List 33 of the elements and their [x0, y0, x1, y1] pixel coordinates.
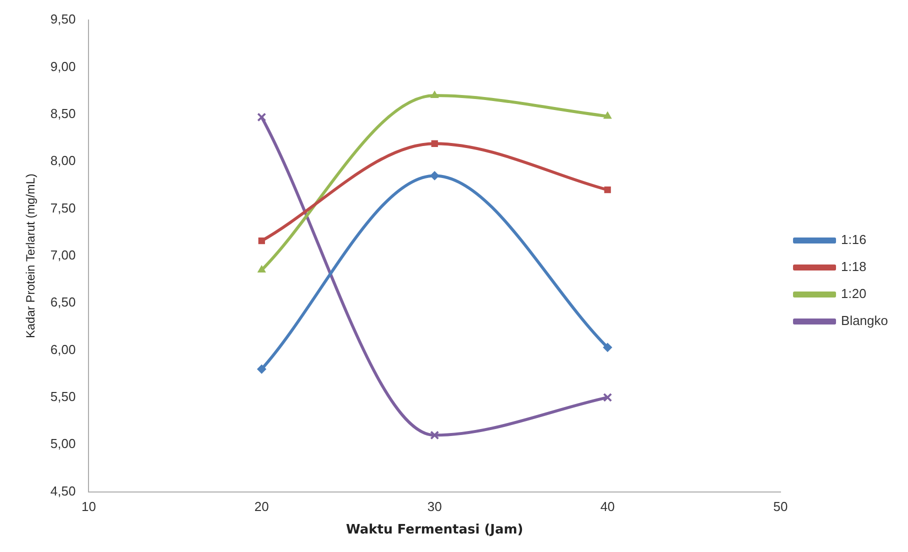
x-tick-label: 10	[81, 499, 96, 514]
y-tick-label: 6,50	[50, 294, 76, 310]
point	[604, 186, 611, 194]
y-tick-label: 4,50	[50, 483, 76, 498]
point	[603, 342, 612, 352]
y-tick-label: 9,00	[50, 58, 76, 74]
legend-label: Blangko	[841, 313, 888, 328]
x-tick-label: 40	[600, 499, 615, 514]
y-axis-title: Kadar Protein Terlarut (mg/mL)	[24, 174, 38, 338]
y-tick-label: 9,50	[50, 12, 76, 27]
y-tick-label: 8,50	[50, 106, 76, 121]
point	[258, 237, 265, 244]
x-tick-label: 30	[427, 499, 442, 514]
legend-label: 1:18	[841, 259, 866, 274]
point	[431, 140, 438, 147]
point	[604, 112, 612, 119]
point	[257, 364, 266, 374]
point	[430, 430, 440, 440]
y-tick-label: 5,50	[50, 389, 76, 404]
y-tick-label: 5,00	[50, 436, 76, 452]
point	[257, 112, 266, 122]
y-tick-label: 6,00	[50, 342, 76, 357]
point	[258, 266, 266, 273]
x-tick-label: 20	[254, 499, 269, 514]
y-tick-label: 8,00	[50, 153, 76, 168]
legend-label: 1:20	[841, 286, 866, 302]
point	[603, 392, 612, 402]
x-tick-label: 50	[773, 499, 788, 514]
x-axis-title: Waktu Fermentasi (Jam)	[346, 522, 524, 538]
legend-label: 1:16	[841, 232, 866, 248]
y-tick-label: 7,00	[50, 247, 76, 262]
point	[430, 90, 439, 98]
y-tick-label: 7,50	[50, 200, 76, 216]
